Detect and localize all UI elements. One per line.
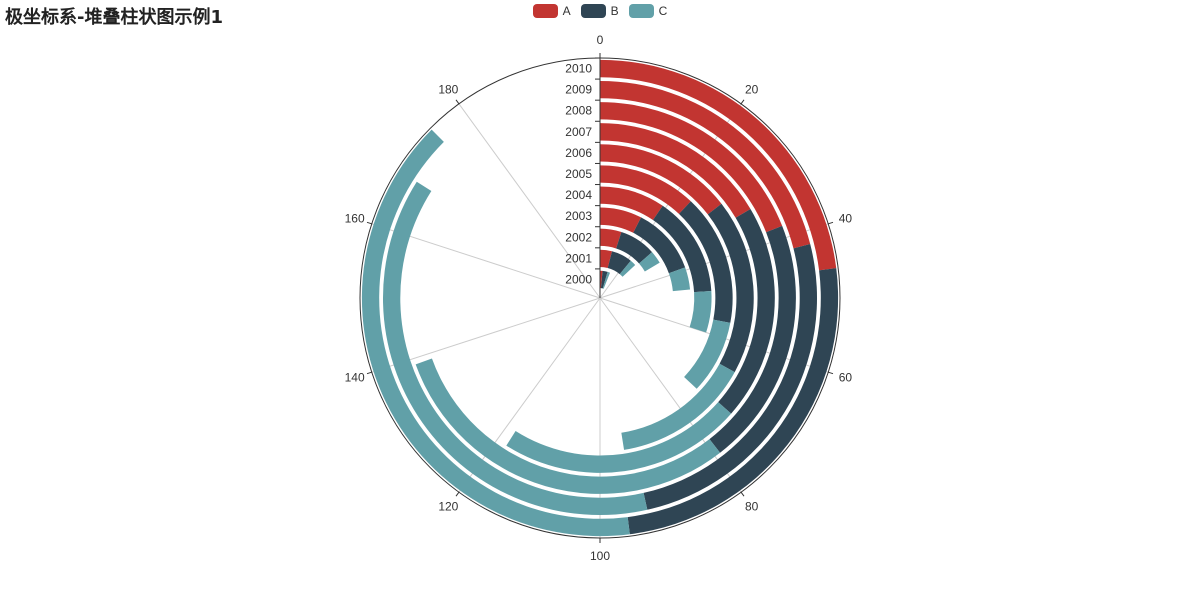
angle-tick-label-160: 160 [345,211,365,225]
bar-b-2003[interactable] [633,217,686,274]
bar-a-2001[interactable] [600,249,613,268]
bar-b-2009[interactable] [643,244,818,510]
angle-tick-140 [366,371,372,375]
bar-c-2008[interactable] [415,358,721,494]
radius-label-2006: 2006 [565,146,592,160]
radius-label-2002: 2002 [565,230,592,244]
angle-tick-120 [455,491,460,497]
bar-a-2002[interactable] [600,228,622,249]
angle-tick-label-120: 120 [438,500,458,514]
legend: A B C [0,4,1200,18]
bar-a-2007[interactable] [600,123,751,218]
radius-label-2010: 2010 [565,62,592,76]
bar-c-2004[interactable] [689,290,712,333]
bar-c-2005[interactable] [684,319,731,389]
legend-swatch-c [628,4,654,18]
bar-b-2008[interactable] [709,225,796,453]
bar-a-2004[interactable] [600,186,663,221]
legend-label-b: B [610,4,619,18]
angle-tick-label-80: 80 [745,500,759,514]
bar-layer [361,59,839,537]
bar-b-2000[interactable] [600,270,608,289]
angle-tick-160 [366,221,372,225]
bar-c-2001[interactable] [619,260,636,277]
legend-label-c: C [658,4,668,18]
radius-label-2000: 2000 [565,272,592,286]
bar-c-2006[interactable] [621,363,735,450]
bar-b-2001[interactable] [607,251,631,275]
bar-b-2010[interactable] [627,268,839,535]
bar-c-2003[interactable] [668,267,691,292]
bar-c-2002[interactable] [639,252,660,272]
angle-tick-label-0: 0 [597,33,604,47]
legend-swatch-b [580,4,606,18]
legend-item-b[interactable]: B [580,4,619,18]
bar-b-2002[interactable] [616,232,653,264]
bar-a-2005[interactable] [600,165,691,214]
bar-a-2010[interactable] [600,59,837,271]
angle-tick-40 [828,221,834,225]
radius-label-2008: 2008 [565,104,592,118]
bar-b-2004[interactable] [652,205,712,293]
bar-b-2005[interactable] [678,201,733,323]
bar-a-2009[interactable] [600,80,811,249]
radius-label-2001: 2001 [565,251,592,265]
angle-tick-label-180: 180 [438,82,458,96]
radius-label-2005: 2005 [565,167,592,181]
legend-item-a[interactable]: A [532,4,571,18]
bar-c-2000[interactable] [602,271,611,289]
bar-a-2006[interactable] [600,144,722,215]
angle-tick-180 [455,99,460,105]
radius-label-2009: 2009 [565,83,592,97]
bar-b-2006[interactable] [707,203,754,373]
bar-a-2003[interactable] [600,207,642,233]
angle-tick-60 [828,371,834,375]
radius-label-2004: 2004 [565,188,592,202]
bar-a-2008[interactable] [600,102,783,233]
chart-title: 极坐标系-堆叠柱状图示例1 [5,7,223,28]
bar-a-2000[interactable] [600,270,603,289]
bar-b-2007[interactable] [718,209,775,414]
angle-tick-label-100: 100 [590,549,610,563]
legend-item-c[interactable]: C [628,4,668,18]
radius-label-2007: 2007 [565,125,592,139]
angle-tick-80 [740,491,745,497]
axis-layer: 0 20 40 60 80 100 120 140 160 180 2000 2001 2002 2003… [345,33,853,563]
angle-tick-label-60: 60 [839,371,853,385]
legend-swatch-a [532,4,558,18]
grid-line-180 [458,103,601,299]
radius-label-2003: 2003 [565,209,592,223]
angle-tick-20 [740,99,745,105]
angle-tick-label-140: 140 [345,371,365,385]
angle-tick-label-40: 40 [839,211,853,225]
angle-tick-label-20: 20 [745,82,759,96]
legend-label-a: A [562,4,571,18]
bar-c-2009[interactable] [382,181,648,516]
bar-c-2007[interactable] [506,402,732,473]
